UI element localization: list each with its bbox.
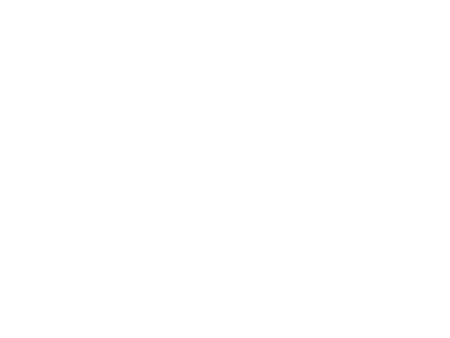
Text: 1: 1 bbox=[374, 319, 381, 330]
Text: D: D bbox=[271, 139, 282, 153]
Text: 5/27/2010: 5/27/2010 bbox=[232, 11, 364, 35]
Text: Bell Ringer: Bell Ringer bbox=[80, 11, 226, 35]
Text: E: E bbox=[272, 273, 280, 287]
Text: (x+6)°: (x+6)° bbox=[116, 198, 158, 212]
Text: Lesson 8-5: Angle Formulas: Lesson 8-5: Angle Formulas bbox=[158, 319, 292, 330]
Text: (2x-3)°: (2x-3)° bbox=[297, 203, 340, 216]
Text: Find the value of x.: Find the value of x. bbox=[89, 65, 235, 80]
Text: C: C bbox=[234, 214, 243, 228]
Text: B: B bbox=[169, 139, 179, 153]
Text: A: A bbox=[160, 264, 169, 278]
